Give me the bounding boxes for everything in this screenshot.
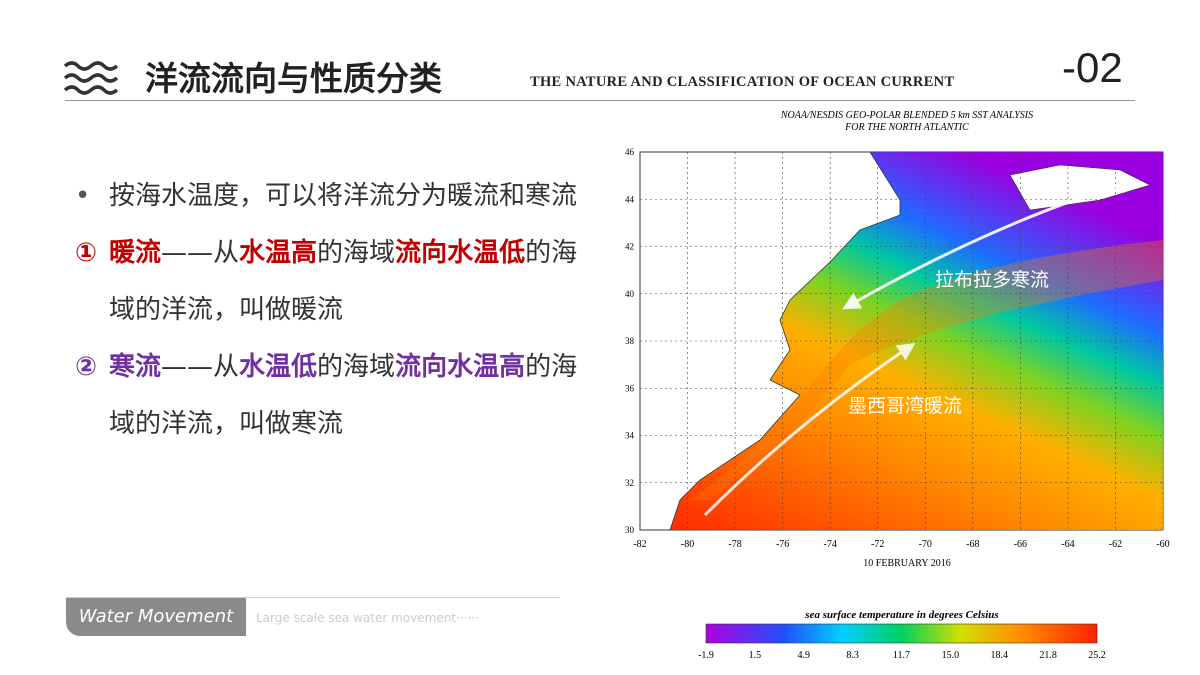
colorbar-label: 11.7 <box>893 650 910 661</box>
x-tick-label: -72 <box>871 539 884 550</box>
header-rule <box>65 100 1135 101</box>
x-tick-label: -66 <box>1014 539 1027 550</box>
y-tick-label: 42 <box>625 242 634 252</box>
x-tick-label: -80 <box>681 539 694 550</box>
gulf-arrow <box>703 343 916 517</box>
x-tick-label: -82 <box>633 539 646 550</box>
y-tick-label: 40 <box>625 289 635 299</box>
colorbar-label: -1.9 <box>698 650 714 661</box>
x-tick-label: -76 <box>776 539 789 550</box>
slide-title: 洋流流向与性质分类 <box>145 59 442 98</box>
text: 按海水温度，可以将洋流分为暖流和寒流 <box>109 181 578 211</box>
colorbar-label: 25.2 <box>1088 650 1106 661</box>
map-label: 墨西哥湾暖流 <box>848 395 962 417</box>
text: 寒流 <box>109 352 162 382</box>
text: 的海域的洋流，叫做暖流 <box>109 238 578 325</box>
x-tick-label: -60 <box>1156 539 1169 550</box>
y-tick-label: 34 <box>625 431 635 441</box>
y-tick-label: 30 <box>625 525 635 535</box>
text: 的海域 <box>317 352 396 382</box>
x-tick-label: -64 <box>1061 539 1074 550</box>
bullet: ② 寒流——从水温低的海域流向水温高的海域的洋流，叫做寒流 <box>75 339 595 453</box>
x-tick-label: -74 <box>824 539 837 550</box>
slide-subtitle: THE NATURE AND CLASSIFICATION OF OCEAN C… <box>530 74 955 90</box>
colorbar-label: 18.4 <box>991 650 1009 661</box>
colorbar-label: 8.3 <box>846 650 859 661</box>
x-tick-label: -62 <box>1109 539 1122 550</box>
colorbar-label: 4.9 <box>798 650 811 661</box>
y-tick-label: 46 <box>625 147 635 157</box>
text: 水温高 <box>239 238 318 268</box>
text: 暖流 <box>109 238 162 268</box>
text: ——从 <box>161 238 240 268</box>
x-tick-label: -68 <box>966 539 979 550</box>
bullet-list: • 按海水温度，可以将洋流分为暖流和寒流 ① 暖流——从水温高的海域流向水温低的海域… <box>75 168 595 453</box>
colorbar-title: sea surface temperature in degrees Celsi… <box>804 609 998 621</box>
map-date: 10 FEBRUARY 2016 <box>863 558 950 569</box>
bullet: • 按海水温度，可以将洋流分为暖流和寒流 <box>75 168 595 225</box>
text: 流向水温高 <box>395 352 526 382</box>
colorbar <box>705 623 1098 644</box>
x-tick-label: -78 <box>728 539 741 550</box>
map-title: NOAA/NESDIS GEO-POLAR BLENDED 5 km SST A… <box>780 110 1033 121</box>
sst-map: NOAA/NESDIS GEO-POLAR BLENDED 5 km SST A… <box>625 110 1170 661</box>
x-tick-label: -70 <box>919 539 932 550</box>
bullet-marker: • <box>75 181 91 211</box>
text: ——从 <box>161 352 240 382</box>
map-title: FOR THE NORTH ATLANTIC <box>844 122 969 133</box>
text: 流向水温低 <box>395 238 526 268</box>
text: 水温低 <box>239 352 318 382</box>
bullet-marker: ② <box>75 352 98 382</box>
text: 的海域 <box>317 238 396 268</box>
colorbar-label: 1.5 <box>749 650 762 661</box>
bullet-marker: ① <box>75 238 98 268</box>
footer-rule <box>66 597 560 598</box>
y-tick-label: 44 <box>625 194 635 204</box>
colorbar-label: 21.8 <box>1039 650 1057 661</box>
labrador-arrow <box>842 175 1139 310</box>
y-tick-label: 32 <box>625 478 634 488</box>
footer-tag: Water Movement <box>66 598 246 636</box>
slide-number: -02 <box>1062 44 1123 91</box>
wave-icon <box>63 61 119 95</box>
y-tick-label: 38 <box>625 336 635 346</box>
text: 的海域的洋流，叫做寒流 <box>109 352 578 439</box>
map-label: 拉布拉多寒流 <box>935 269 1049 291</box>
footer-text: Large scale sea water movement······ <box>256 611 479 625</box>
y-tick-label: 36 <box>625 383 635 393</box>
bullet: ① 暖流——从水温高的海域流向水温低的海域的洋流，叫做暖流 <box>75 225 595 339</box>
colorbar-label: 15.0 <box>942 650 960 661</box>
